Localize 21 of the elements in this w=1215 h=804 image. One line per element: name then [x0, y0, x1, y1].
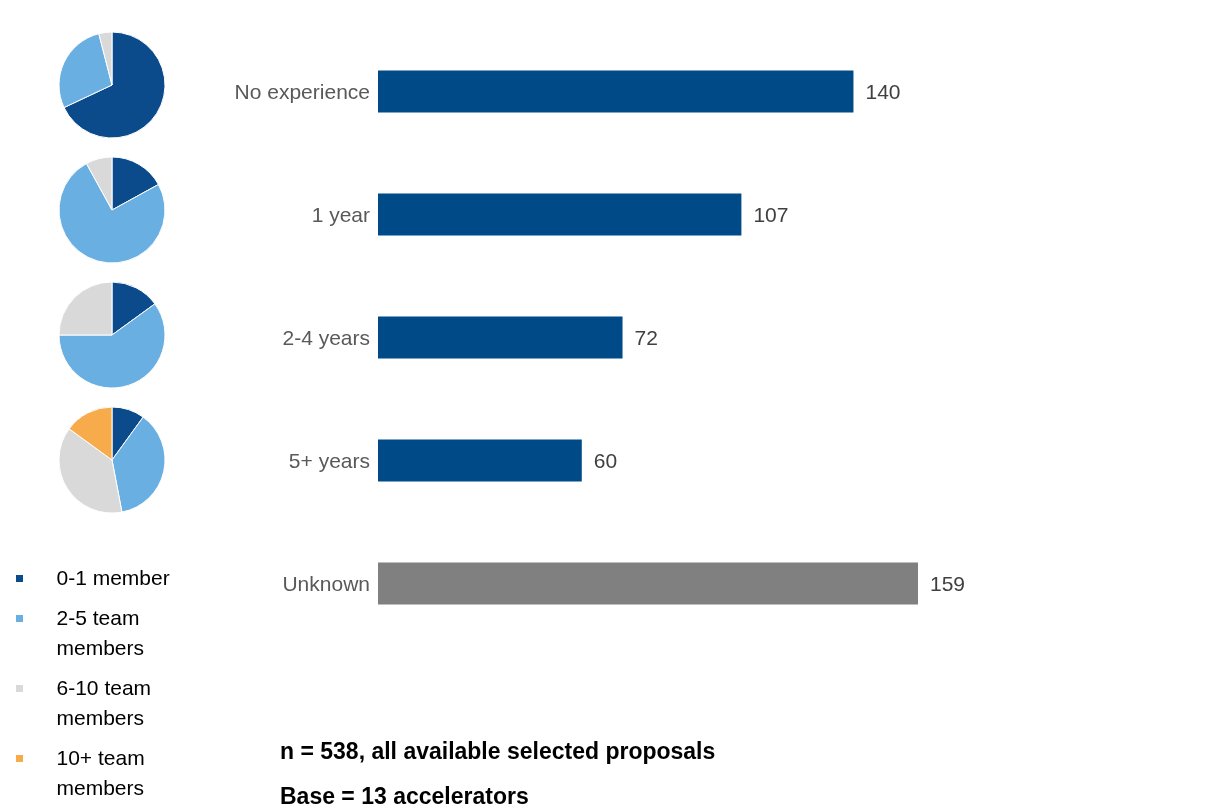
legend-label: 10+ team members — [56, 745, 146, 801]
y-tick-label: Unknown — [282, 571, 370, 595]
data-label: 140 — [865, 80, 901, 104]
y-tick-label: 1 year — [311, 202, 370, 226]
bar — [378, 439, 582, 482]
y-tick-label: 5+ years — [288, 448, 370, 472]
text: Base = 13 accelerators — [280, 783, 529, 804]
legend-label: 6-10 team members — [56, 675, 153, 731]
data-label: 159 — [930, 572, 966, 596]
bar — [378, 70, 854, 113]
y-tick-label: No experience — [234, 79, 370, 103]
legend-label: 0-1 member — [56, 565, 171, 591]
text: n = 538, all available selected proposals — [280, 738, 716, 765]
bar — [378, 562, 918, 605]
data-label: 72 — [634, 326, 658, 350]
bar — [378, 316, 623, 359]
y-tick-label: 2-4 years — [282, 325, 370, 349]
data-label: 107 — [753, 203, 789, 227]
bar — [378, 193, 742, 236]
legend-label: 2-5 team members — [56, 605, 146, 661]
data-label: 60 — [593, 449, 618, 473]
